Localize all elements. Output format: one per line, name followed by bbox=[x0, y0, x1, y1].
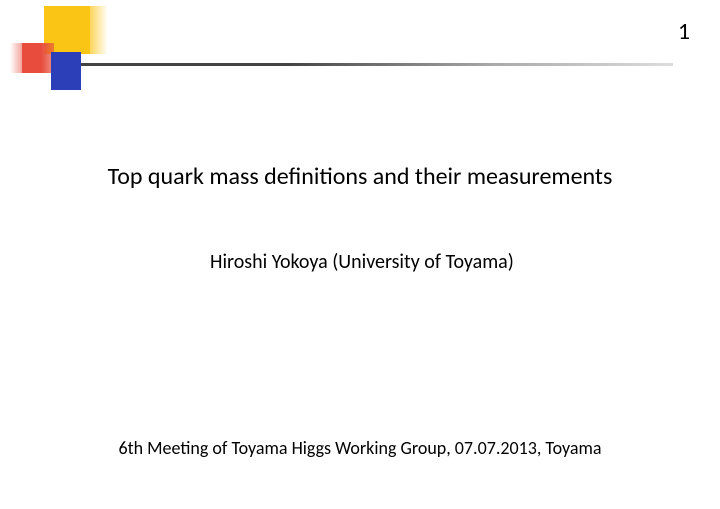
page-number: 1 bbox=[678, 17, 690, 46]
conference-footer: 6th Meeting of Toyama Higgs Working Grou… bbox=[0, 437, 720, 459]
slide-title: Top quark mass definitions and their mea… bbox=[0, 162, 720, 191]
horizontal-divider bbox=[81, 63, 673, 66]
slide-decoration bbox=[0, 0, 720, 90]
author-line: Hiroshi Yokoya (University of Toyama) bbox=[0, 250, 720, 274]
blue-square-shape bbox=[51, 52, 81, 90]
red-square-shape bbox=[22, 43, 54, 73]
